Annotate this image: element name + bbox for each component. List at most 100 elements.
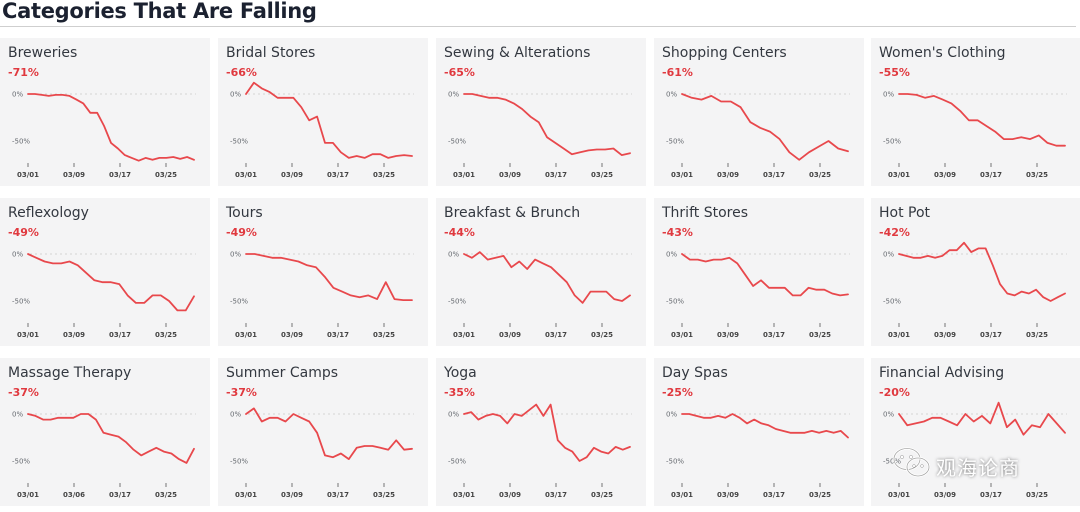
y-tick-label: 0% xyxy=(666,411,677,419)
change-value: -49% xyxy=(226,226,257,239)
x-tick-label: 03/17 xyxy=(545,171,567,179)
x-tick-label: 03/01 xyxy=(453,331,475,339)
x-tick-label: 03/25 xyxy=(809,491,831,499)
y-tick-label: -50% xyxy=(12,298,30,306)
series-line xyxy=(245,81,413,159)
x-tick-label: 03/09 xyxy=(499,331,521,339)
y-tick-label: -50% xyxy=(666,458,684,466)
change-value: -37% xyxy=(8,386,39,399)
chart-card-hot-pot: Hot Pot -42% 0% -50% 03/01 03/09 03/17 03/25 xyxy=(871,198,1080,346)
change-value: -66% xyxy=(226,66,257,79)
series-line xyxy=(245,253,413,301)
x-tick-label: 03/01 xyxy=(235,331,257,339)
chart-title: Summer Camps xyxy=(226,365,339,381)
x-tick-label: 03/25 xyxy=(373,171,395,179)
x-tick-label: 03/09 xyxy=(63,171,85,179)
x-tick-label: 03/09 xyxy=(281,171,303,179)
watermark-text: 观海论商 xyxy=(936,456,1020,480)
change-value: -42% xyxy=(879,226,910,239)
x-tick-label: 03/17 xyxy=(545,491,567,499)
series-line xyxy=(898,93,1066,147)
change-value: -49% xyxy=(8,226,39,239)
line-chart: 0% -50% 03/01 03/09 03/17 03/25 xyxy=(666,251,850,339)
chart-title: Financial Advising xyxy=(879,365,1005,381)
x-tick-label: 03/17 xyxy=(763,171,785,179)
x-tick-label: 03/09 xyxy=(499,171,521,179)
x-tick-label: 03/25 xyxy=(1026,331,1048,339)
x-tick-label: 03/01 xyxy=(671,331,693,339)
chart-card-bridal-stores: Bridal Stores -66% 0% -50% 03/01 03/09 03/17 03… xyxy=(218,38,428,186)
line-chart: 0% -50% 03/01 03/09 03/17 03/25 xyxy=(230,81,414,179)
x-tick-label: 03/25 xyxy=(1026,491,1048,499)
series-line xyxy=(245,407,413,460)
y-tick-label: 0% xyxy=(12,91,23,99)
x-tick-label: 03/01 xyxy=(888,491,910,499)
y-tick-label: -50% xyxy=(448,298,466,306)
y-tick-label: 0% xyxy=(883,91,894,99)
x-tick-label: 03/09 xyxy=(934,331,956,339)
line-chart: 0% -50% 03/01 03/09 03/17 03/25 xyxy=(883,241,1067,339)
y-tick-label: 0% xyxy=(230,411,241,419)
x-tick-label: 03/01 xyxy=(453,171,475,179)
x-tick-label: 03/25 xyxy=(373,491,395,499)
y-tick-label: -50% xyxy=(12,458,30,466)
chart-title: Massage Therapy xyxy=(8,365,132,381)
change-value: -20% xyxy=(879,386,910,399)
line-chart: 0% -50% 03/01 03/09 03/17 03/25 xyxy=(448,91,632,179)
x-tick-label: 03/17 xyxy=(109,331,131,339)
x-tick-label: 03/01 xyxy=(235,171,257,179)
chart-title: Yoga xyxy=(444,365,477,381)
line-chart: 0% -50% 03/01 03/09 03/17 03/25 xyxy=(12,91,196,179)
y-tick-label: 0% xyxy=(230,91,241,99)
series-line xyxy=(681,253,849,297)
x-tick-label: 03/25 xyxy=(809,171,831,179)
series-line xyxy=(27,413,195,464)
line-chart: 0% -50% 03/01 03/09 03/17 03/25 xyxy=(666,411,850,499)
wechat-icon xyxy=(892,447,931,478)
y-tick-label: -50% xyxy=(448,138,466,146)
y-tick-label: 0% xyxy=(230,251,241,259)
y-tick-label: 0% xyxy=(448,411,459,419)
change-value: -37% xyxy=(226,386,257,399)
x-tick-label: 03/17 xyxy=(980,331,1002,339)
title-divider xyxy=(0,26,1076,27)
x-tick-label: 03/17 xyxy=(980,491,1002,499)
x-tick-label: 03/25 xyxy=(155,491,177,499)
y-tick-label: -50% xyxy=(230,298,248,306)
x-tick-label: 03/01 xyxy=(17,491,39,499)
x-tick-label: 03/17 xyxy=(327,491,349,499)
line-chart: 0% -50% 03/01 03/09 03/17 03/25 xyxy=(448,251,632,339)
change-value: -71% xyxy=(8,66,39,79)
x-tick-label: 03/17 xyxy=(109,491,131,499)
x-tick-label: 03/09 xyxy=(934,491,956,499)
change-value: -65% xyxy=(444,66,475,79)
y-tick-label: -50% xyxy=(666,298,684,306)
x-tick-label: 03/06 xyxy=(63,491,85,499)
chart-title: Breakfast & Brunch xyxy=(444,205,581,221)
series-line xyxy=(463,251,631,304)
chart-title: Day Spas xyxy=(662,365,728,381)
change-value: -35% xyxy=(444,386,475,399)
y-tick-label: -50% xyxy=(883,138,901,146)
chart-card-reflexology: Reflexology -49% 0% -50% 03/01 03/09 03/17 03/2… xyxy=(0,198,210,346)
chart-card-yoga: Yoga -35% 0% -50% 03/01 03/09 03/17 03/25 xyxy=(436,358,646,506)
x-tick-label: 03/01 xyxy=(888,331,910,339)
change-value: -55% xyxy=(879,66,910,79)
x-tick-label: 03/17 xyxy=(545,331,567,339)
chart-card-tours: Tours -49% 0% -50% 03/01 03/09 03/17 03/25 xyxy=(218,198,428,346)
chart-card-sewing-and-alterations: Sewing & Alterations -65% 0% -50% 03/01 03/09… xyxy=(436,38,646,186)
chart-title: Sewing & Alterations xyxy=(444,45,591,61)
x-tick-label: 03/17 xyxy=(327,171,349,179)
x-tick-label: 03/01 xyxy=(17,171,39,179)
watermark: 观海论商 xyxy=(892,446,1052,486)
chart-card-financial-advising: Financial Advising -20% 0% -50% 03/01 03/09 03… xyxy=(871,358,1080,506)
x-tick-label: 03/01 xyxy=(17,331,39,339)
x-tick-label: 03/25 xyxy=(155,331,177,339)
chart-card-thrift-stores: Thrift Stores -43% 0% -50% 03/01 03/09 03/17 03… xyxy=(654,198,864,346)
y-tick-label: -50% xyxy=(230,138,248,146)
line-chart: 0% -50% 03/01 03/09 03/17 03/25 xyxy=(666,91,850,179)
x-tick-label: 03/01 xyxy=(888,171,910,179)
chart-title: Hot Pot xyxy=(879,205,931,221)
x-tick-label: 03/01 xyxy=(671,171,693,179)
chart-title: Bridal Stores xyxy=(226,45,316,61)
